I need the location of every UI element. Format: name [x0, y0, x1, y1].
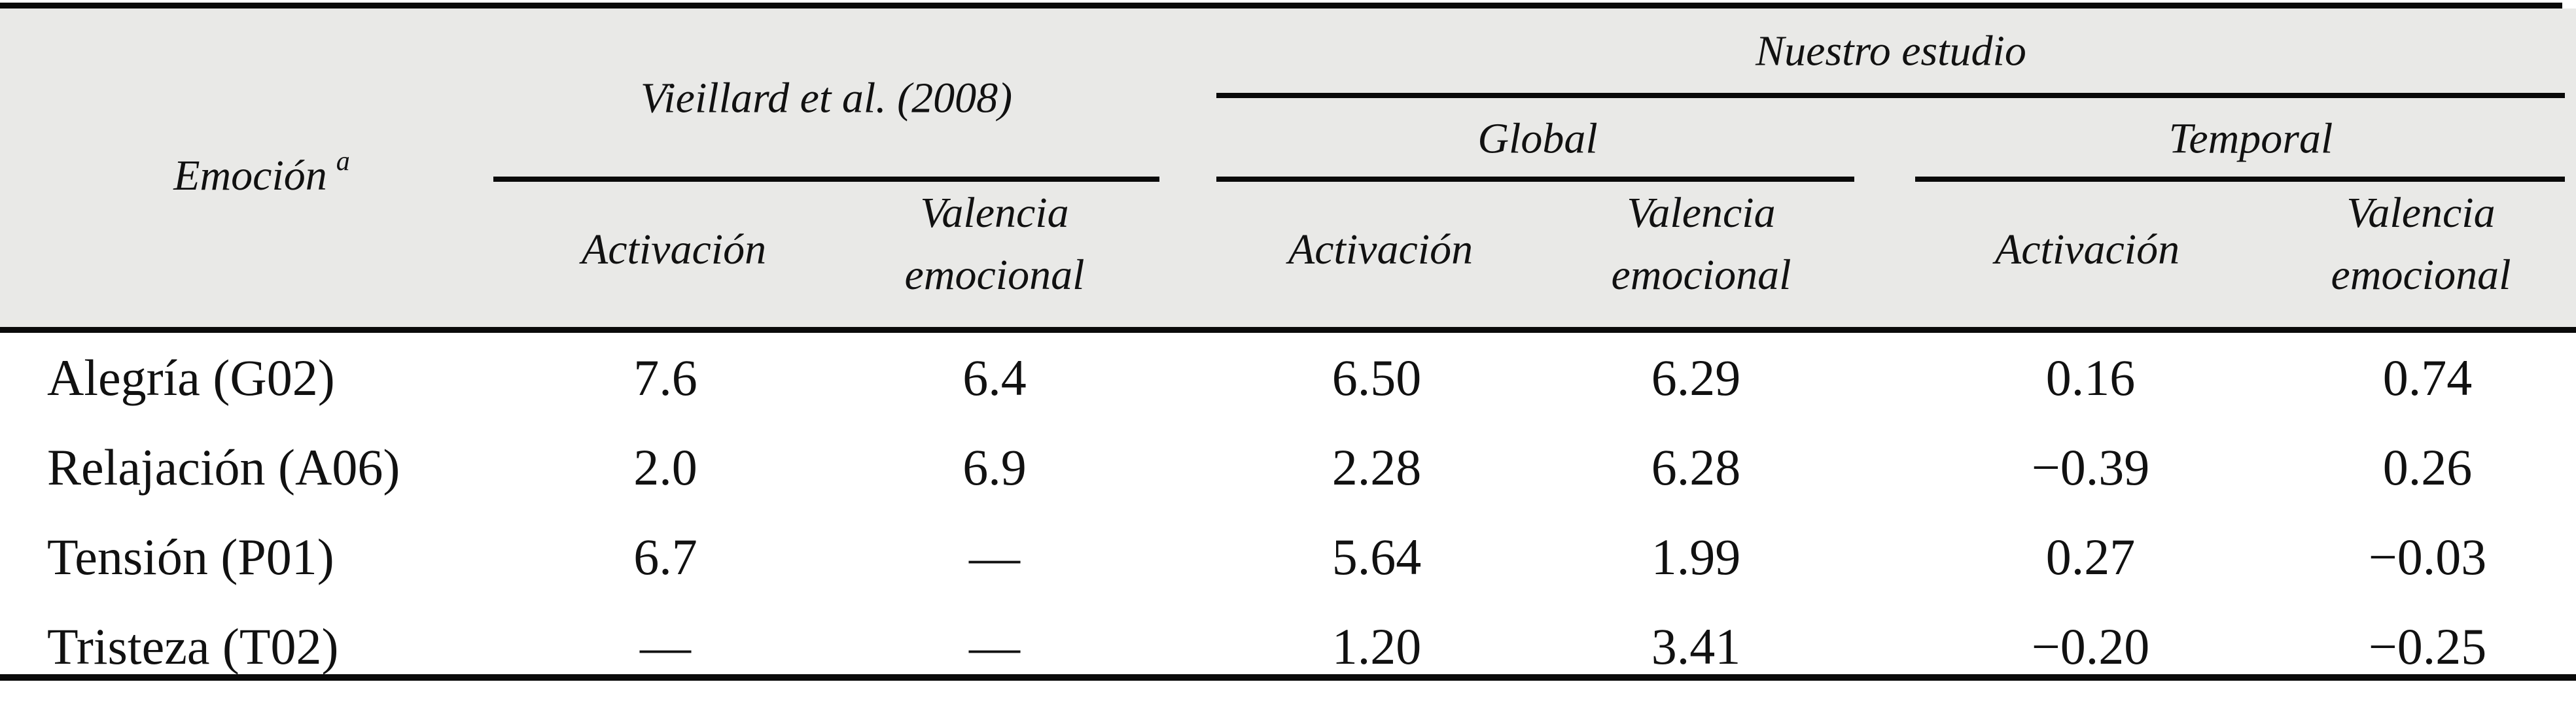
cell-temporal-valence: −0.03	[2368, 528, 2487, 585]
cell-vieillard-valence: 6.9	[962, 439, 1027, 496]
group-header-vieillard: Vieillard et al. (2008)	[640, 74, 1013, 122]
group-header-our-study: Nuestro estudio	[1756, 27, 2026, 75]
cell-vieillard-activation: 6.7	[633, 528, 697, 585]
cell-vieillard-valence: —	[969, 528, 1020, 585]
cell-global-activation: 6.50	[1332, 349, 1422, 406]
subgroup-header-temporal: Temporal	[2168, 114, 2333, 163]
cell-global-valence: 6.28	[1651, 439, 1741, 496]
cell-global-valence: 1.99	[1651, 528, 1741, 585]
table-header-band	[0, 9, 2576, 327]
column-header-valence-temporal: Valencia emocional	[2331, 182, 2511, 306]
column-header-activation-vieillard: Activación	[581, 226, 767, 273]
table-row: Alegría (G02) 7.6 6.4 6.50 6.29 0.16 0.7…	[0, 342, 2576, 414]
valence-header-line1: Valencia	[1627, 189, 1776, 237]
row-emotion-label: Relajación (A06)	[47, 439, 400, 496]
vieillard-underline	[493, 177, 1159, 182]
valence-header-line1: Valencia	[2346, 189, 2496, 237]
table-row: Tensión (P01) 6.7 — 5.64 1.99 0.27 −0.03	[0, 521, 2576, 593]
emotion-header-text: Emoción	[173, 152, 327, 199]
cell-temporal-activation: 0.27	[2045, 528, 2136, 585]
table-row: Tristeza (T02) — — 1.20 3.41 −0.20 −0.25	[0, 611, 2576, 683]
valence-header-line2: emocional	[904, 251, 1085, 299]
row-emotion-label: Tristeza (T02)	[47, 618, 339, 675]
temporal-underline	[1915, 177, 2565, 182]
global-underline	[1216, 177, 1854, 182]
row-emotion-label: Tensión (P01)	[47, 528, 334, 585]
cell-global-valence: 3.41	[1651, 618, 1741, 675]
cell-global-activation: 1.20	[1332, 618, 1422, 675]
top-rule	[0, 3, 2562, 9]
valence-header-line2: emocional	[2331, 251, 2511, 299]
valence-header-line1: Valencia	[920, 189, 1069, 237]
table-row: Relajación (A06) 2.0 6.9 2.28 6.28 −0.39…	[0, 432, 2576, 504]
cell-temporal-activation: 0.16	[2045, 349, 2136, 406]
column-header-valence-global: Valencia emocional	[1612, 182, 1791, 306]
cell-temporal-activation: −0.39	[2031, 439, 2150, 496]
valence-header-line2: emocional	[1611, 251, 1791, 299]
emotion-footnote-marker: a	[336, 146, 350, 177]
cell-vieillard-activation: 2.0	[633, 439, 697, 496]
column-header-activation-temporal: Activación	[1994, 226, 2180, 273]
subgroup-header-global: Global	[1477, 114, 1598, 163]
column-header-valence-vieillard: Valencia emocional	[905, 182, 1085, 306]
cell-vieillard-activation: 7.6	[633, 349, 697, 406]
cell-temporal-valence: 0.74	[2382, 349, 2473, 406]
cell-global-activation: 2.28	[1332, 439, 1422, 496]
our-study-underline	[1216, 93, 2565, 98]
cell-global-valence: 6.29	[1651, 349, 1741, 406]
cell-temporal-valence: −0.25	[2368, 618, 2487, 675]
column-header-activation-global: Activación	[1288, 226, 1473, 273]
cell-temporal-valence: 0.26	[2382, 439, 2473, 496]
cell-vieillard-activation: —	[640, 618, 691, 675]
cell-temporal-activation: −0.20	[2031, 618, 2150, 675]
row-emotion-label: Alegría (G02)	[47, 349, 335, 406]
cell-global-activation: 5.64	[1332, 528, 1422, 585]
cell-vieillard-valence: —	[969, 618, 1020, 675]
column-header-emotion: Emoción a	[173, 131, 350, 207]
bottom-rule	[0, 674, 2576, 681]
cell-vieillard-valence: 6.4	[962, 349, 1027, 406]
header-separator-rule	[0, 327, 2576, 333]
